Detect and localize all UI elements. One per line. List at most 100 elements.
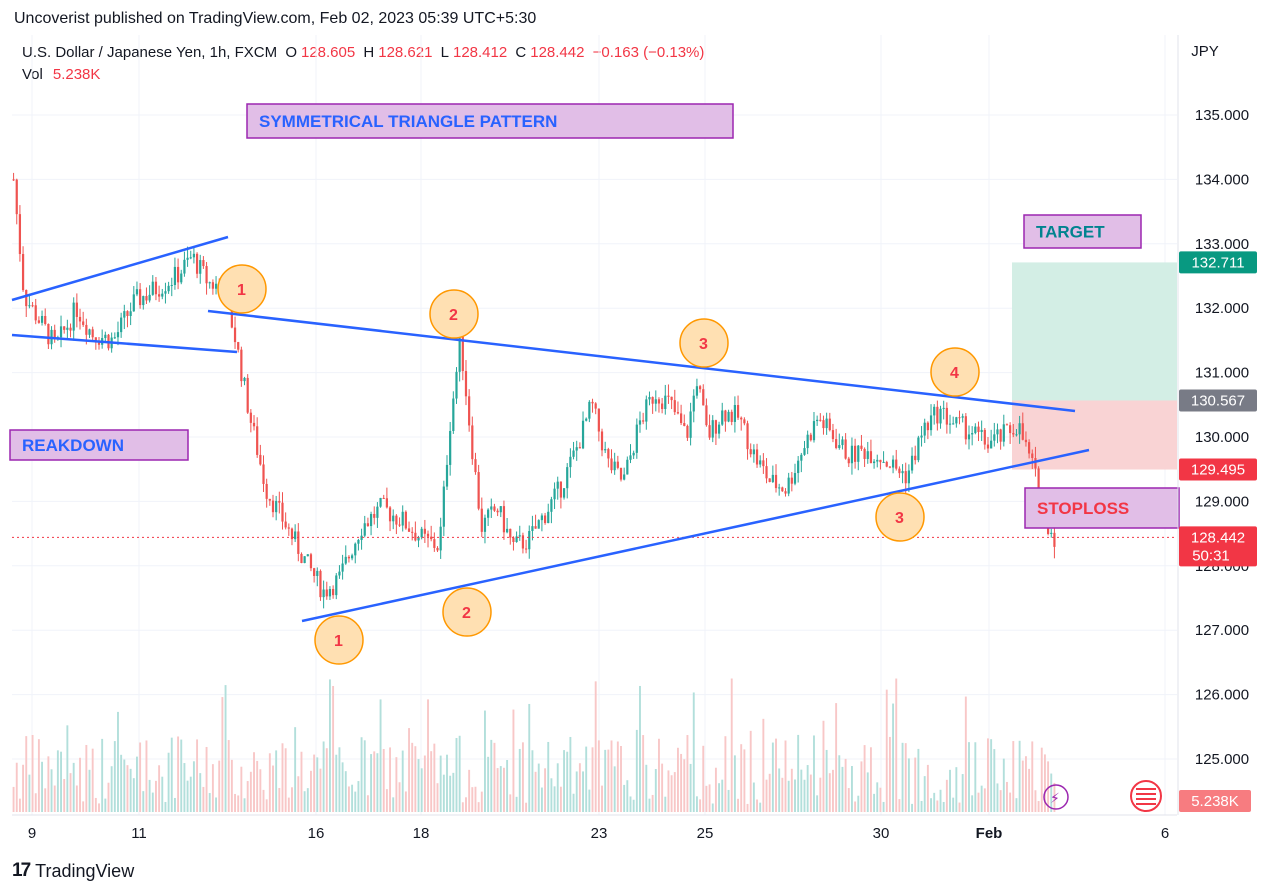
volume-bar xyxy=(85,744,88,812)
candle-body xyxy=(543,515,547,524)
candle-body xyxy=(784,491,787,494)
triangle-lower-line xyxy=(301,448,1090,623)
volume-bar xyxy=(964,696,967,812)
volume-bar xyxy=(547,741,550,812)
candle-body xyxy=(914,455,917,461)
candle-body xyxy=(670,396,673,401)
candle-body xyxy=(736,405,740,418)
time-axis[interactable]: 9 11 16 18 23 25 30 Feb 6 xyxy=(12,814,1177,842)
candle-body xyxy=(189,257,192,259)
volume-bar xyxy=(1047,761,1050,812)
close-value: 128.442 xyxy=(530,44,585,61)
volume-bar xyxy=(809,774,812,812)
grid xyxy=(12,35,1177,815)
price-axis[interactable]: 135.000 134.000 133.000 132.000 131.000 130.0… xyxy=(1177,35,1257,815)
candle-body xyxy=(309,554,313,569)
volume-bar xyxy=(41,761,44,812)
volume-bar xyxy=(423,755,426,812)
stop-price-tag xyxy=(1179,458,1257,481)
volume-bar xyxy=(75,785,78,812)
candle-body xyxy=(325,589,328,597)
volume-bar xyxy=(363,740,366,812)
volume-bar xyxy=(205,746,208,812)
volume-bar xyxy=(737,798,740,812)
candle-body xyxy=(733,405,736,422)
volume-bar xyxy=(480,791,483,812)
volume-bar xyxy=(996,783,999,812)
brand-footer[interactable]: 17 TradingView xyxy=(12,860,134,882)
candle-body xyxy=(1031,453,1034,458)
candle-body xyxy=(632,452,635,456)
wave-marker-upper xyxy=(217,264,267,314)
candle-body xyxy=(812,421,816,441)
volume-bar xyxy=(107,782,110,812)
candle-body xyxy=(167,285,170,292)
volume-bar xyxy=(920,800,923,812)
candle-body xyxy=(154,281,158,295)
candle-body xyxy=(910,455,914,471)
volume-bar xyxy=(455,737,458,812)
volume-bar xyxy=(556,763,559,812)
stoploss-label-box xyxy=(1024,487,1180,529)
candle-body xyxy=(654,399,657,404)
volume-bar xyxy=(25,736,28,812)
volume-bar xyxy=(718,783,721,812)
volume-bar xyxy=(139,742,142,812)
candle-body xyxy=(132,294,135,312)
candle-body xyxy=(423,528,426,534)
volume-bar xyxy=(256,760,259,812)
volume-bar xyxy=(794,779,796,812)
volume-bar xyxy=(208,793,211,812)
volume-bar xyxy=(699,799,702,812)
wave-marker-upper xyxy=(429,289,479,339)
candle-body xyxy=(708,425,711,438)
candle-body xyxy=(759,460,762,465)
candle-body xyxy=(126,311,129,316)
y-tick-label: 125.000 xyxy=(1195,751,1249,768)
volume-bar xyxy=(521,742,524,812)
volume-bar xyxy=(427,699,429,812)
candle-body xyxy=(40,315,44,323)
candle-body xyxy=(600,431,604,451)
candle-body xyxy=(901,471,904,474)
volume-bar xyxy=(847,788,850,812)
candle-body xyxy=(999,429,1002,442)
close-label: C xyxy=(515,44,527,61)
volume-bar xyxy=(676,747,679,812)
candle-body xyxy=(1002,424,1005,442)
volume-bar xyxy=(705,785,708,812)
candle-body xyxy=(290,528,294,540)
candle-body xyxy=(407,528,411,532)
candle-body xyxy=(294,531,297,540)
candle-body xyxy=(572,450,575,457)
volume-bar xyxy=(328,679,331,812)
brand-name: TradingView xyxy=(35,860,135,881)
volume-bar xyxy=(404,791,407,812)
candle-body xyxy=(214,283,218,289)
volume-bar xyxy=(506,760,509,812)
candle-body xyxy=(917,437,920,461)
volume-bar xyxy=(196,739,199,812)
volume-bar xyxy=(493,742,496,812)
candle-body xyxy=(506,528,509,533)
candle-body xyxy=(534,526,537,529)
volume-bar xyxy=(933,792,936,812)
candle-body xyxy=(629,455,632,460)
candle-body xyxy=(967,434,971,440)
volume-bar xyxy=(955,767,958,812)
volume-bar xyxy=(53,785,56,812)
candle-body xyxy=(37,320,40,323)
candle-body xyxy=(559,481,562,498)
candle-body xyxy=(82,321,85,325)
candle-body xyxy=(575,447,578,451)
volume-bar xyxy=(942,801,945,812)
volume-bar xyxy=(540,787,543,812)
volume-bar xyxy=(215,797,218,812)
volume-bar xyxy=(167,752,170,812)
volume-bar xyxy=(69,773,72,812)
volume-bar xyxy=(528,703,531,812)
breakdown-label-box xyxy=(9,429,189,461)
volume-bar xyxy=(294,727,297,812)
target-price-tag xyxy=(1179,251,1257,274)
